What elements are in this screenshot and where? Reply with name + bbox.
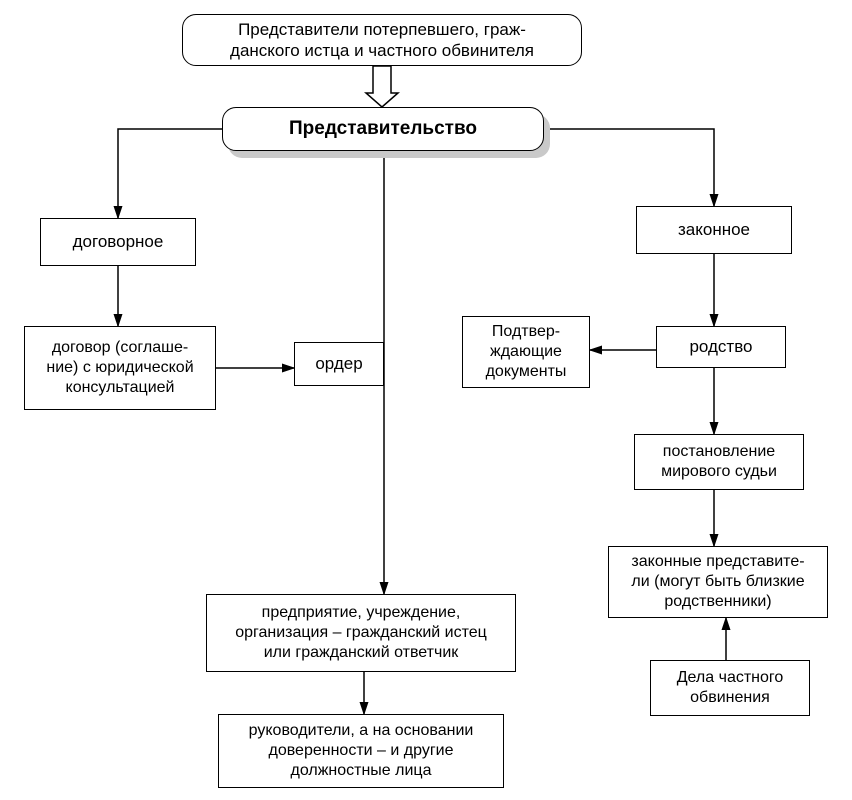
node-dela: Дела частного обвинения	[650, 660, 810, 716]
node-dogovornoe: договорное	[40, 218, 196, 266]
node-dogovor: договор (соглаше- ние) с юридической кон…	[24, 326, 216, 410]
node-rukov: руководители, а на основании доверенност…	[218, 714, 504, 788]
node-rodstvo: родство	[656, 326, 786, 368]
node-predpr: предприятие, учреждение, организация – г…	[206, 594, 516, 672]
edge	[544, 129, 714, 206]
node-zakonnoe: законное	[636, 206, 792, 254]
node-podtv: Подтвер- ждающие документы	[462, 316, 590, 388]
block-arrow-down	[366, 66, 398, 107]
node-postanov: постановление мирового судьи	[634, 434, 804, 490]
node-zakonreps: законные представите- ли (могут быть бли…	[608, 546, 828, 618]
node-top: Представители потерпевшего, граж- данско…	[182, 14, 582, 66]
node-order: ордер	[294, 342, 384, 386]
node-main: Представительство	[222, 107, 544, 151]
edge	[118, 129, 222, 218]
